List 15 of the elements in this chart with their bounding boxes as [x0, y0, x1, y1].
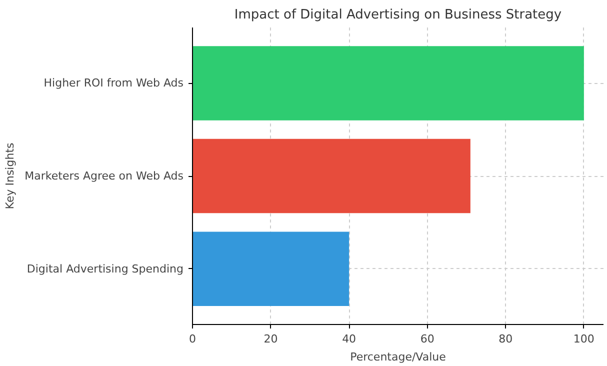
bar	[192, 46, 584, 120]
x-tick-label: 100	[573, 332, 594, 346]
y-tick-label: Higher ROI from Web Ads	[44, 76, 184, 90]
chart-title: Impact of Digital Advertising on Business Strategy	[234, 8, 562, 22]
y-axis-title: Key Insights	[4, 142, 17, 210]
y-tick-label: Marketers Agree on Web Ads	[24, 170, 184, 182]
x-tick-label: 80	[498, 332, 513, 346]
bar	[192, 232, 350, 306]
x-tick-label: 20	[264, 332, 278, 346]
x-tick-label: 40	[342, 332, 356, 346]
y-tick-label: Digital Advertising Spending	[26, 262, 184, 276]
x-tick-label: 60	[420, 332, 434, 346]
bar	[192, 138, 470, 214]
x-tick-label: 0	[189, 332, 196, 346]
x-axis-title: Percentage/Value	[350, 350, 446, 364]
